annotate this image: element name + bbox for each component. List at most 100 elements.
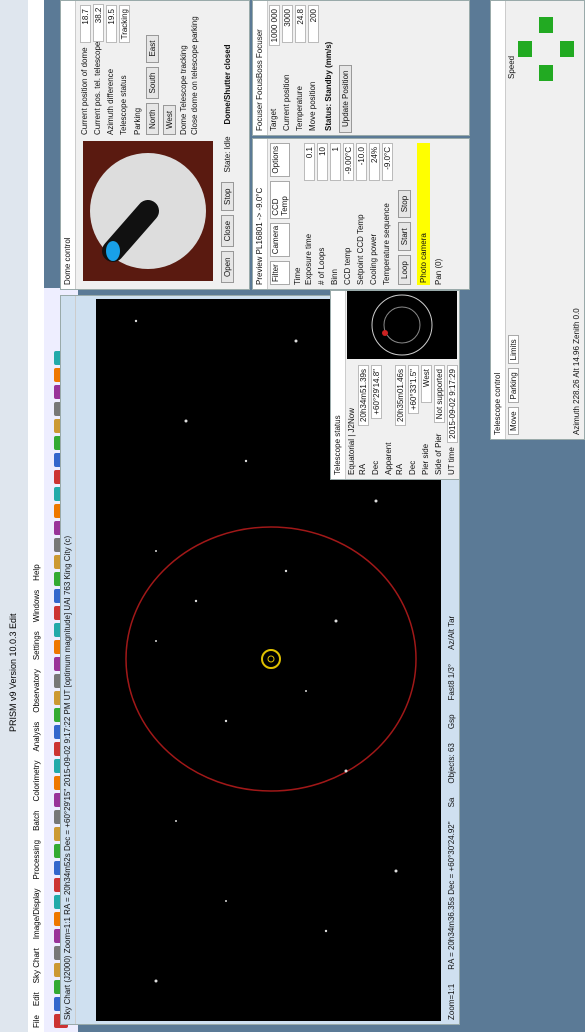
menu-item[interactable]: Windows xyxy=(32,590,41,622)
dome-state: State: Idle xyxy=(223,136,232,172)
field-value: Not supported xyxy=(434,365,445,423)
field-label: Azimuth difference xyxy=(106,69,117,135)
camera-button[interactable]: Loop xyxy=(398,255,411,285)
field-value: +60°29'14.8" xyxy=(371,365,382,419)
menu-item[interactable]: Analysis xyxy=(32,722,41,752)
speed-label: Speed xyxy=(507,56,516,79)
field-label: RA xyxy=(395,464,406,475)
dome-button[interactable]: Close xyxy=(221,215,234,247)
panel-title: Preview PL16801 -> -9.0°C xyxy=(253,139,268,289)
field-label: Pier side xyxy=(421,444,432,475)
field-label: Time xyxy=(293,268,302,285)
menu-item[interactable]: Image/Display xyxy=(32,889,41,940)
field-value: 38.2 xyxy=(93,4,104,42)
field-label: Exposure time xyxy=(304,234,315,285)
menu-item[interactable]: Sky Chart xyxy=(32,948,41,983)
update-button[interactable]: Update Position xyxy=(339,65,352,133)
menu-item[interactable]: File xyxy=(32,1015,41,1028)
field-value: 24% xyxy=(369,143,380,181)
field-row: Azimuth difference 19.5 xyxy=(105,1,118,139)
status-item: Sa xyxy=(447,798,456,808)
panel-title: Telescope control xyxy=(491,1,506,439)
field-label: CCD temp xyxy=(343,248,354,285)
status-item: Fast8 1/3° xyxy=(447,664,456,701)
field-row: Temperature sequence-9.0°C xyxy=(381,139,394,289)
menu-item[interactable]: Processing xyxy=(32,840,41,880)
menu-item[interactable]: Edit xyxy=(32,992,41,1006)
field-value: 10 xyxy=(317,143,328,181)
panel-title: Focuser FocusBoss Focuser xyxy=(253,1,268,135)
sky-chart-title: Sky Chart (J2000) Zoom=1:1 RA = 20h34m52… xyxy=(61,296,76,1024)
direction-button[interactable]: North xyxy=(146,103,159,135)
tab[interactable]: Move xyxy=(508,407,519,435)
field-value: 18.7 xyxy=(80,5,91,43)
status-item: Az/Alt Tar xyxy=(447,616,456,650)
dome-button[interactable]: Stop xyxy=(221,183,234,211)
field-value: West xyxy=(421,365,432,403)
status-item: RA = 20h34m36.35s Dec = +60°30'24.92" xyxy=(447,821,456,969)
menu-item[interactable]: Settings xyxy=(32,631,41,660)
screen: PRISM v9 Version 10.0.3 Edit FileEditSky… xyxy=(0,0,585,1032)
camera-button[interactable]: Start xyxy=(398,222,411,251)
parking-label: Parking xyxy=(131,1,144,139)
menu-item[interactable]: Help xyxy=(32,564,41,580)
tab[interactable]: Limits xyxy=(508,335,519,364)
tab[interactable]: Parking xyxy=(508,368,519,403)
direction-button[interactable]: South xyxy=(146,67,159,100)
field-value: 19.5 xyxy=(106,5,117,43)
field-label: UT time xyxy=(447,447,458,475)
menu-item[interactable]: Batch xyxy=(32,810,41,830)
camera-panel: Preview PL16801 -> -9.0°C Filter Camera CC… xyxy=(252,138,470,290)
direction-button[interactable]: East xyxy=(146,35,159,63)
sky-dome-view xyxy=(347,291,457,359)
status-item: Objects: 63 xyxy=(447,743,456,783)
tab[interactable]: Options xyxy=(270,143,290,177)
dome-graphic xyxy=(83,141,213,281)
panel-title: Dome control xyxy=(61,1,76,289)
tab[interactable]: Filter xyxy=(270,261,290,285)
field-row: Dec+60°29'14.8" xyxy=(370,361,383,479)
dome-button[interactable]: Open xyxy=(221,251,234,283)
field-label: Dec xyxy=(408,461,419,475)
field-label: Target xyxy=(269,109,280,131)
field-label: Telescope status xyxy=(119,75,130,135)
field-label: Setpoint CCD Temp xyxy=(356,214,367,285)
direction-button[interactable]: West xyxy=(163,105,176,135)
dome-buttons: OpenCloseStopState: IdleDome/Shutter clo… xyxy=(219,3,236,285)
field-label: RA xyxy=(358,464,369,475)
camera-button[interactable]: Stop xyxy=(398,190,411,218)
menu-item[interactable]: Colorimetry xyxy=(32,761,41,802)
field-label: Current position of dome xyxy=(80,47,91,135)
field-label: Side of Pier xyxy=(434,434,445,475)
field-value: 1 xyxy=(330,143,341,181)
tab[interactable]: CCD Temp xyxy=(270,181,290,219)
field-value: 24.8 xyxy=(295,5,306,43)
field-value: 1000 000 xyxy=(269,5,280,46)
checkbox-option: Dome Telescope tracking xyxy=(178,1,189,139)
focuser-status: Status: Standby (mm/s) xyxy=(320,1,337,135)
field-row: Current position of dome 18.7 xyxy=(79,1,92,139)
field-label: Current position xyxy=(282,75,293,131)
dome-control: Dome control Current position of dome 18.… xyxy=(60,0,250,290)
field-row: Dec+60°33'1.5" xyxy=(407,361,420,479)
field-value: 200 xyxy=(308,5,319,43)
field-label: Temperature sequence xyxy=(382,203,393,285)
tab[interactable]: Camera xyxy=(270,223,290,257)
direction-buttons: North South East West xyxy=(144,1,178,139)
tab-bar: Filter Camera CCD Temp Options xyxy=(268,139,292,289)
highlight-label: Photo camera xyxy=(417,143,430,285)
menu-item[interactable]: Observatory xyxy=(32,669,41,713)
